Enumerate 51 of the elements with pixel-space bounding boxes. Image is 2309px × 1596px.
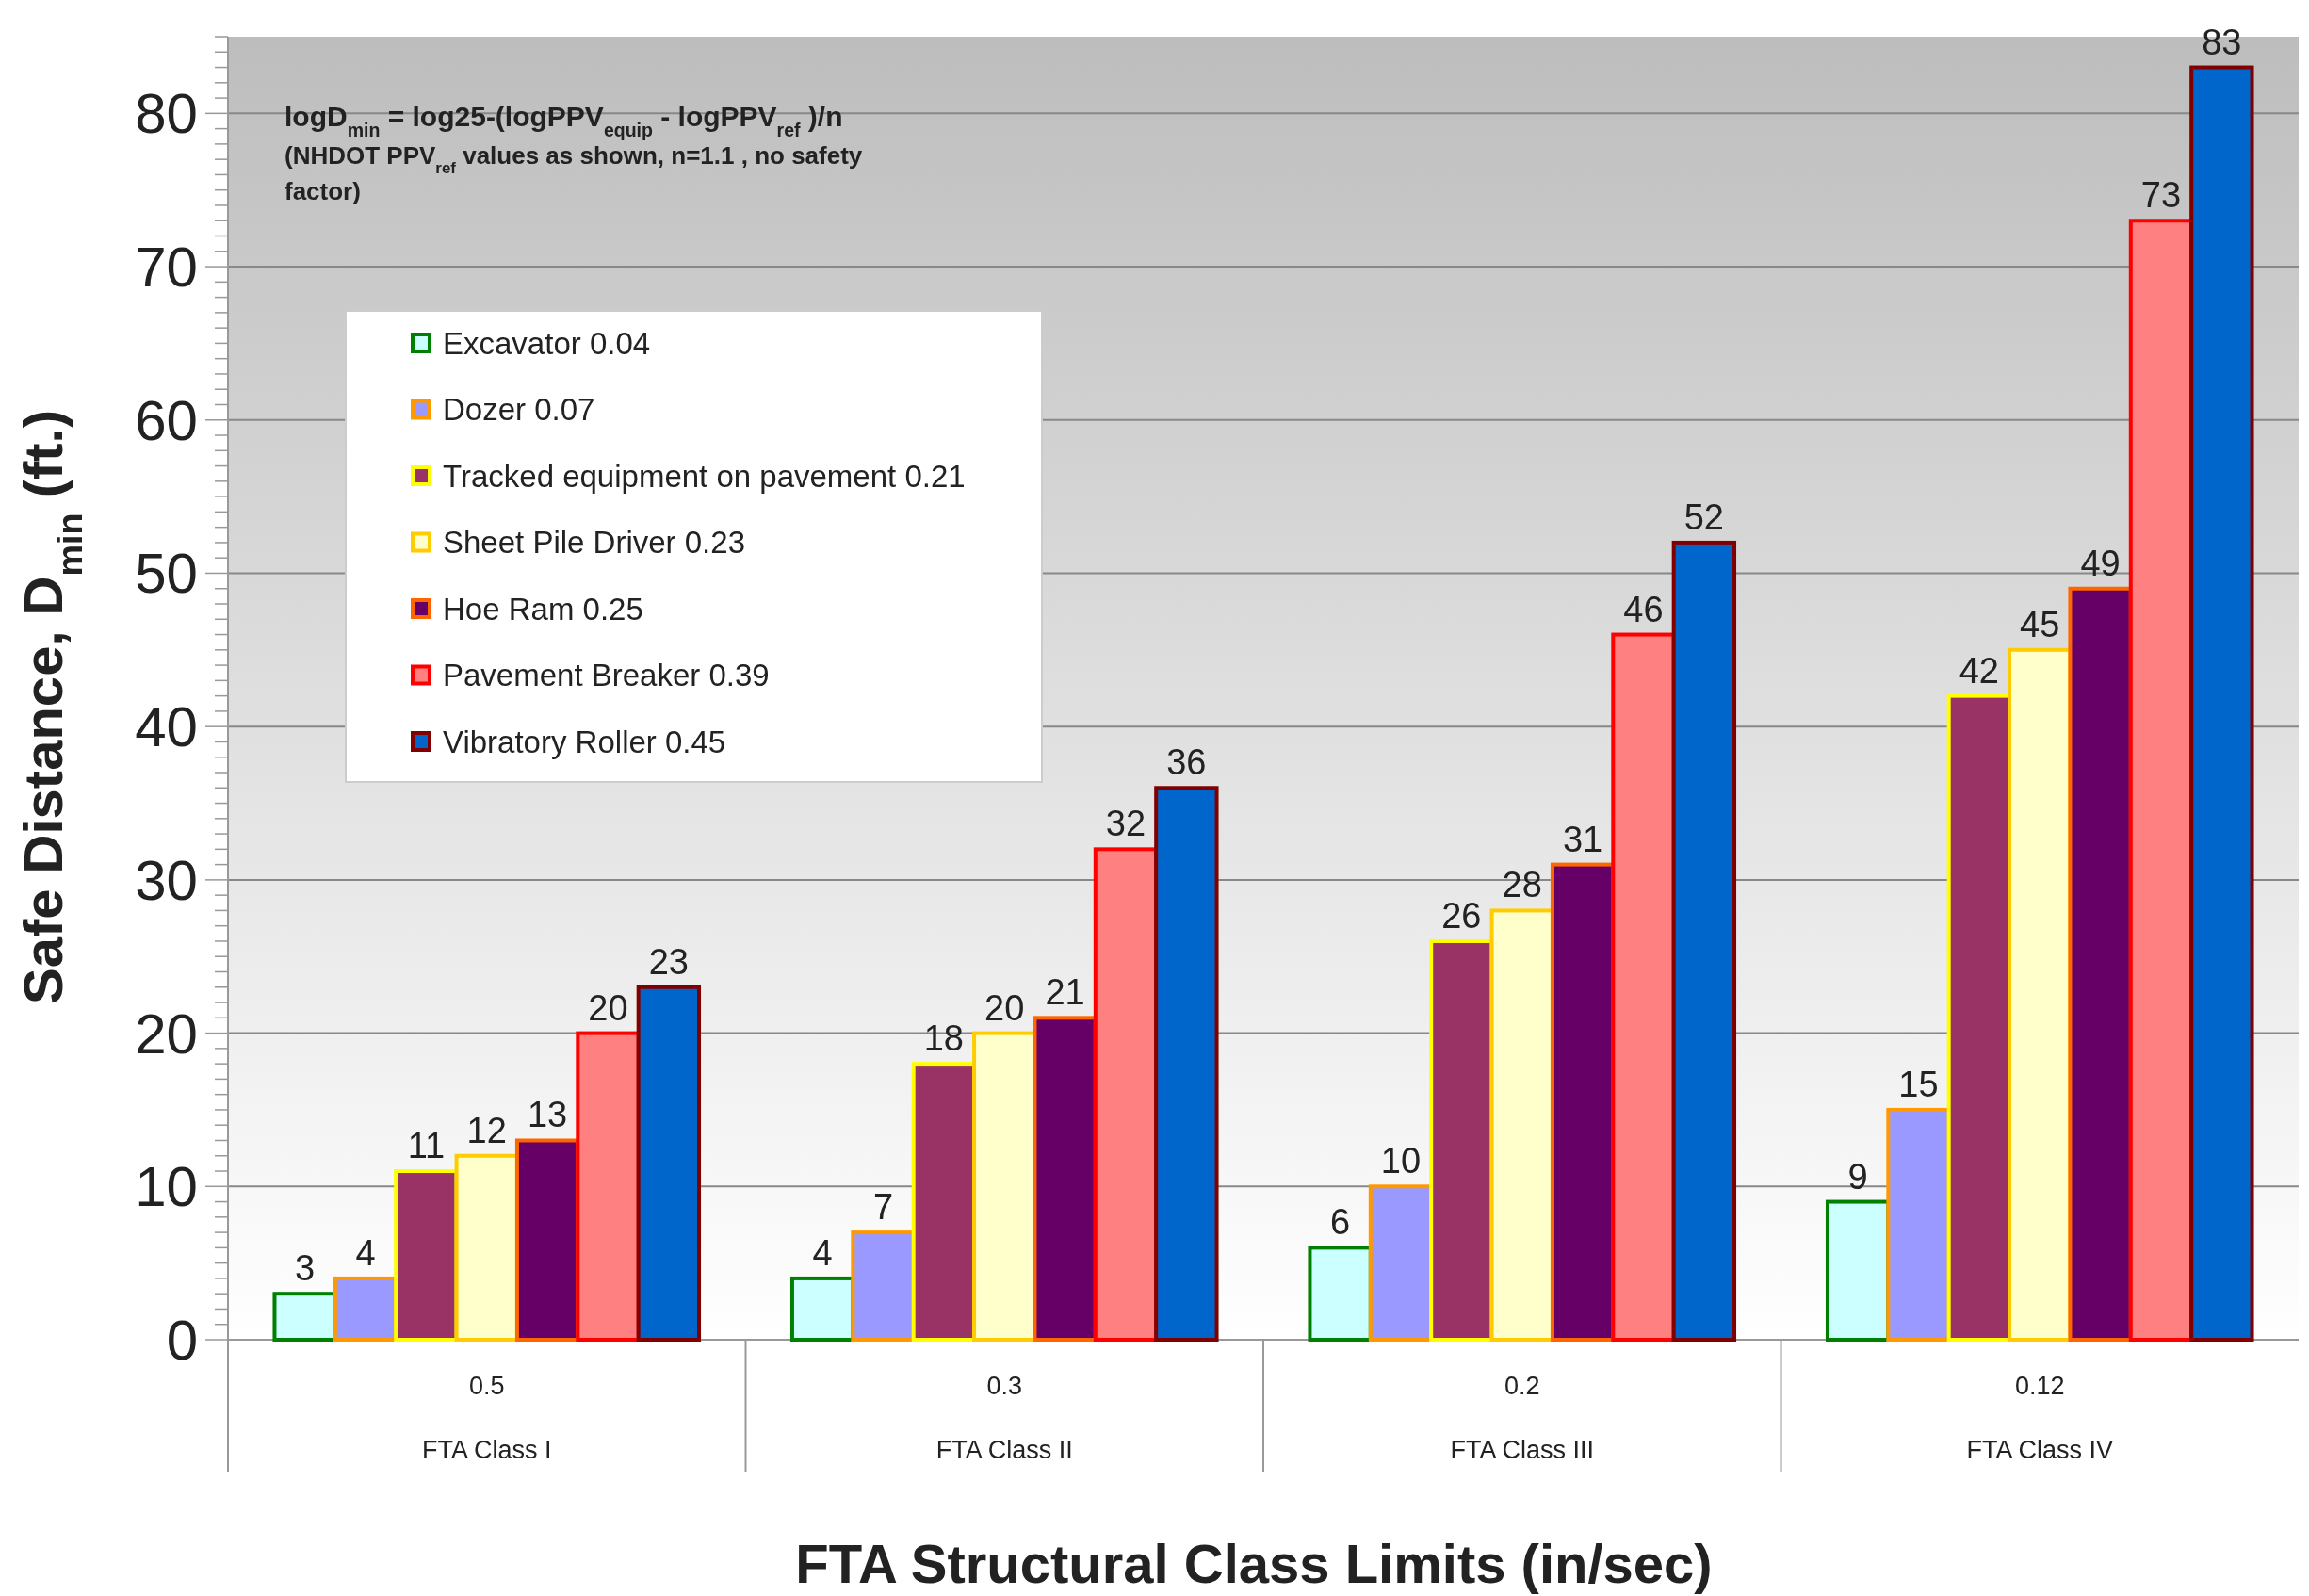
legend-label: Pavement Breaker 0.39	[443, 658, 770, 693]
data-label: 49	[2080, 543, 2121, 583]
category-label: 0.12 FTA Class IV	[1966, 1372, 2114, 1464]
data-label: 9	[1847, 1156, 1868, 1197]
x-axis-title: FTA Structural Class Limits (in/sec)	[795, 1533, 1713, 1594]
legend-label: Hoe Ram 0.25	[443, 591, 643, 627]
data-label: 15	[1898, 1064, 1939, 1104]
data-label: 31	[1562, 819, 1603, 859]
y-tick-label: 50	[135, 542, 198, 606]
data-label: 13	[527, 1095, 568, 1135]
data-label: 32	[1105, 804, 1146, 844]
data-label: 42	[1959, 650, 2000, 691]
data-label: 12	[466, 1110, 507, 1150]
data-label: 7	[872, 1187, 894, 1228]
data-label: 36	[1166, 742, 1207, 783]
category-label: 0.3 FTA Class II	[935, 1372, 1073, 1464]
data-label: 83	[2202, 22, 2242, 62]
data-label: 52	[1683, 497, 1724, 537]
category-label: 0.5 FTA Class I	[421, 1372, 552, 1464]
text: (NHDOT PPV$_{ref}$ values as shown, n=1.1 , no safety factor)	[285, 141, 863, 205]
legend-label: Vibratory Roller 0.45	[443, 724, 726, 759]
y-tick-label: 70	[135, 236, 198, 300]
data-label: 20	[984, 987, 1025, 1028]
data-label: 4	[812, 1232, 833, 1273]
data-label: 23	[648, 941, 689, 982]
legend-label: Dozer 0.07	[443, 392, 595, 428]
y-tick-label: 80	[135, 82, 198, 146]
data-label: 28	[1502, 865, 1542, 905]
data-label: 20	[588, 987, 628, 1028]
data-label: 21	[1045, 972, 1085, 1013]
y-tick-label: 0	[166, 1309, 198, 1372]
data-label: 4	[355, 1232, 376, 1273]
y-tick-label: 30	[135, 848, 198, 912]
data-label: 3	[295, 1248, 316, 1289]
category-label: 0.2 FTA Class III	[1450, 1372, 1595, 1464]
data-label: 26	[1441, 895, 1482, 936]
legend-label: Tracked equipment on pavement 0.21	[443, 458, 966, 494]
legend-label: Excavator 0.04	[443, 325, 651, 361]
data-label: 10	[1380, 1141, 1422, 1181]
y-tick-label: 10	[135, 1155, 198, 1219]
y-tick-label: 60	[135, 388, 198, 452]
annotation: logD$_{min}$ = log25-(logPPV$_{equip}$ - logPPV$_{ref}$)/n	[285, 101, 843, 140]
y-tick-label: 40	[135, 695, 198, 759]
data-label: 45	[2020, 604, 2060, 644]
y-tick-label: 20	[135, 1002, 198, 1066]
data-label: 6	[1330, 1202, 1351, 1243]
data-label: 18	[923, 1018, 965, 1059]
data-label: 11	[407, 1126, 446, 1166]
legend-label: Sheet Pile Driver 0.23	[443, 525, 745, 561]
data-label: 73	[2140, 175, 2182, 216]
data-label: 46	[1623, 589, 1664, 629]
